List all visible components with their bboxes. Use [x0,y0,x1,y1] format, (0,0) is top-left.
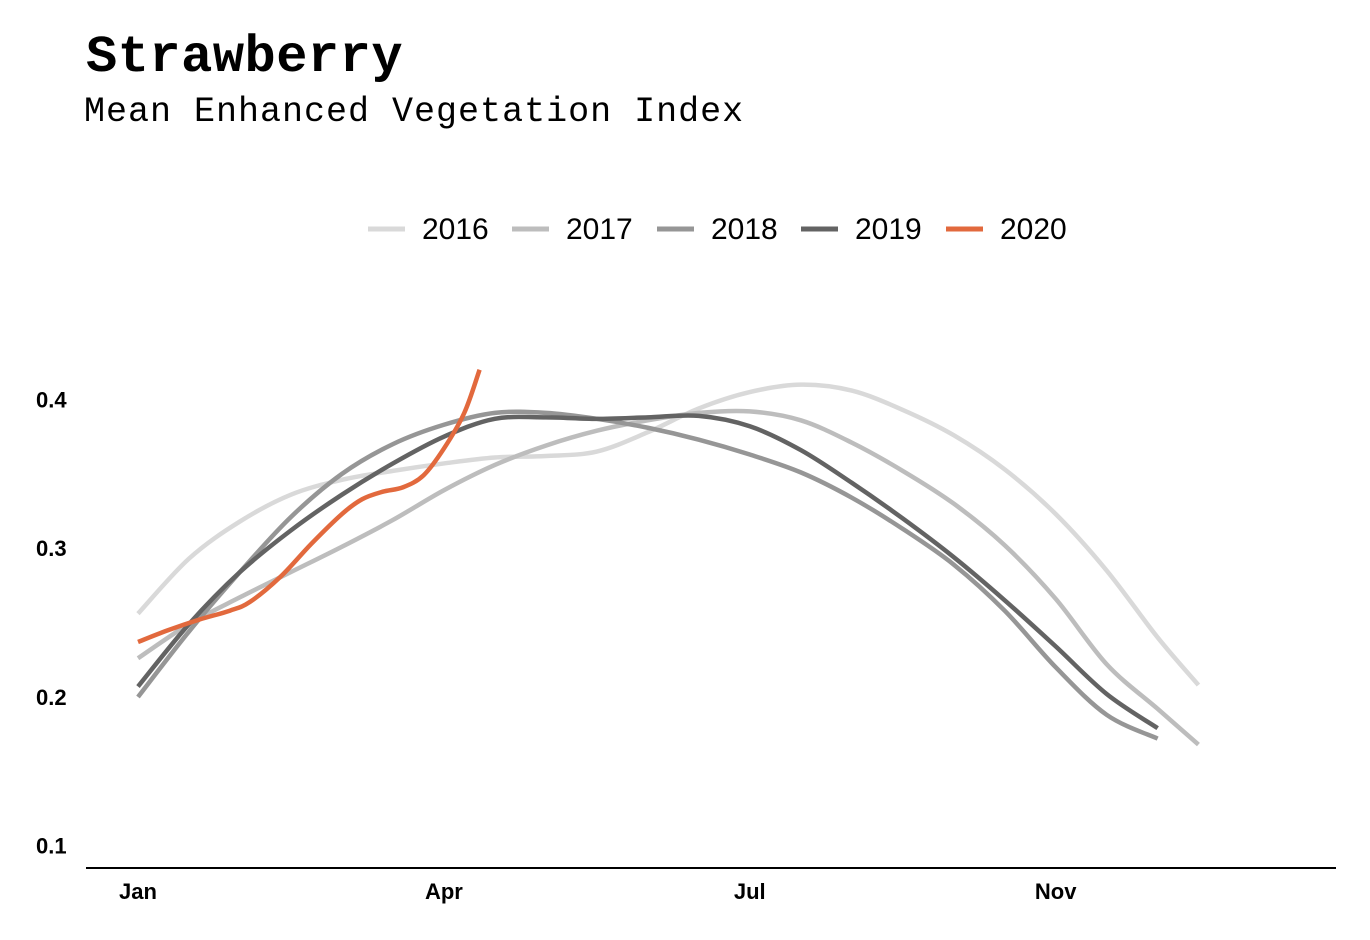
series-line-2016 [136,382,1201,687]
x-tick-label: Jan [119,879,157,904]
series-line-2020 [137,368,482,645]
y-tick-label: 0.4 [36,387,67,412]
series-line-2017 [136,408,1200,747]
series-line-2019 [136,413,1159,731]
x-tick-label: Jul [734,879,766,904]
legend-label-2017: 2017 [566,213,633,246]
chart-title: Strawberry [86,28,404,87]
x-axis: Jan Apr Jul Nov [119,879,1077,904]
legend: 2016 2017 2018 2019 2020 [368,213,1067,246]
legend-label-2019: 2019 [855,213,922,246]
y-tick-label: 0.1 [36,834,67,859]
y-axis: 0.1 0.2 0.3 0.4 [36,387,67,858]
y-tick-label: 0.2 [36,685,67,710]
x-tick-label: Apr [425,879,463,904]
series-lines [136,368,1201,747]
legend-label-2018: 2018 [711,213,778,246]
legend-label-2016: 2016 [422,213,489,246]
y-tick-label: 0.3 [36,536,67,561]
series-line-2018 [136,409,1159,741]
legend-label-2020: 2020 [1000,213,1067,246]
chart-subtitle: Mean Enhanced Vegetation Index [84,92,745,132]
x-tick-label: Nov [1035,879,1077,904]
